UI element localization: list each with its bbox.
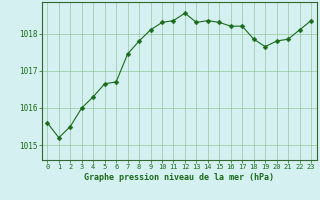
X-axis label: Graphe pression niveau de la mer (hPa): Graphe pression niveau de la mer (hPa) xyxy=(84,173,274,182)
